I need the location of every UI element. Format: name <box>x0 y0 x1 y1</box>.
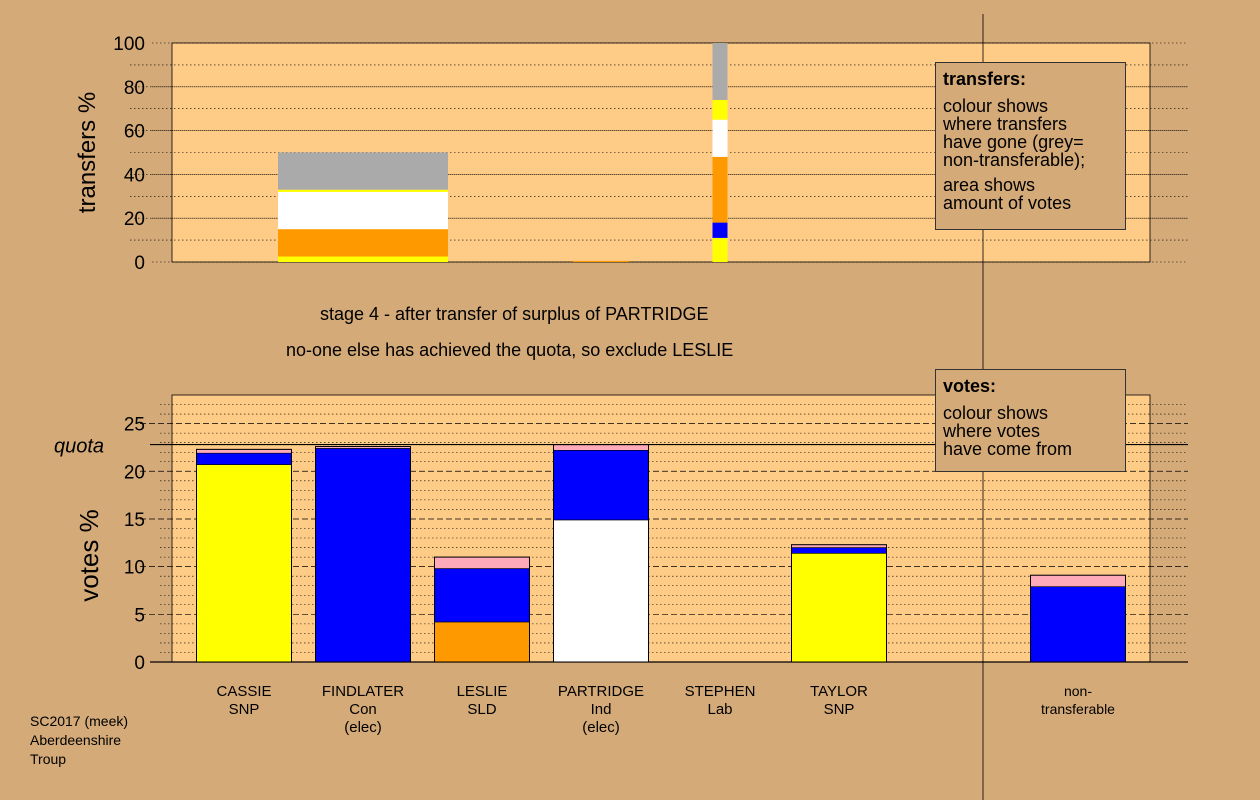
vote-segment <box>1030 586 1126 663</box>
legend-line: have gone (grey= <box>943 132 1084 152</box>
x-category-label: CASSIE <box>216 683 271 700</box>
x-category-label: TAYLOR <box>810 683 868 700</box>
footer-line: Aberdeenshire <box>30 732 122 748</box>
legend-transfers: transfers: colour shows where transfers … <box>935 62 1126 230</box>
vote-segment <box>553 450 649 521</box>
footer-line: Troup <box>30 751 67 767</box>
vote-bar-outline <box>315 445 411 663</box>
x-category-label: FINDLATER <box>322 683 404 700</box>
vote-segment <box>315 448 411 663</box>
vote-segment <box>196 449 292 454</box>
votes-y-tick-label: 15 <box>124 510 145 531</box>
transfer-segment-findlater <box>278 152 448 190</box>
votes-y-tick-label: 10 <box>124 558 145 579</box>
vote-bar-outline <box>1030 574 1126 663</box>
legend-votes: votes: colour shows where votes have com… <box>935 369 1126 472</box>
x-category-label: (elec) <box>344 719 382 736</box>
legend-transfers-body: colour shows where transfers have gone (… <box>943 97 1118 169</box>
transfer-segment-findlater <box>278 191 448 230</box>
x-category-label: STEPHEN <box>685 683 756 700</box>
footer-line: SC2017 (meek) <box>30 713 129 729</box>
transfer-segment-findlater <box>278 189 448 192</box>
vote-segment <box>434 556 530 569</box>
legend-line: where transfers <box>943 114 1068 134</box>
transfers-y-tick-label: 60 <box>124 122 145 143</box>
legend-line: where votes <box>943 421 1041 441</box>
x-category-label: LESLIE <box>457 683 508 700</box>
votes-y-tick-label: 0 <box>134 653 145 674</box>
transfers-y-tick-label: 80 <box>124 78 145 99</box>
legend-line: amount of votes <box>943 193 1072 213</box>
vote-segment <box>791 552 887 663</box>
vote-segment <box>196 452 292 465</box>
transfer-segment-stephen <box>712 43 728 100</box>
vote-segment <box>1030 574 1126 587</box>
vote-bar-outline <box>434 556 530 663</box>
transfers-y-tick-label: 100 <box>113 34 145 55</box>
transfers-y-tick-label: 0 <box>134 253 145 274</box>
legend-transfers-body-2: area shows amount of votes <box>943 176 1118 212</box>
transfers-y-axis-label: transfers % <box>74 92 101 213</box>
legend-votes-body: colour shows where votes have come from <box>943 404 1118 458</box>
legend-line: colour shows <box>943 96 1049 116</box>
x-category-label: Lab <box>707 701 732 718</box>
vote-segment <box>434 568 530 623</box>
votes-y-tick-label: 20 <box>124 462 145 483</box>
transfer-segment-stephen <box>712 237 728 262</box>
x-category-label: SLD <box>467 701 496 718</box>
title-line-2: no-one else has achieved the quota, so e… <box>286 340 734 360</box>
x-category-label: (elec) <box>582 719 620 736</box>
footer: SC2017 (meek) Aberdeenshire Troup <box>30 712 128 769</box>
x-category-label: Ind <box>591 701 612 718</box>
x-category-label: non- <box>1064 683 1092 699</box>
x-category-label: transferable <box>1041 701 1115 717</box>
x-category-label: Con <box>349 701 377 718</box>
legend-transfers-heading: transfers: <box>943 69 1027 89</box>
legend-line: have come from <box>943 439 1073 459</box>
transfers-y-tick-label: 40 <box>124 165 145 186</box>
transfer-segment-stephen <box>712 119 728 157</box>
vote-segment <box>791 547 887 554</box>
votes-y-tick-label: 25 <box>124 415 145 436</box>
legend-line: non-transferable); <box>943 150 1086 170</box>
quota-label: quota <box>54 436 104 458</box>
transfer-segment-partridge <box>573 260 629 262</box>
x-category-label: SNP <box>229 701 260 718</box>
vote-segment <box>434 621 530 663</box>
vote-bar-outline <box>791 544 887 663</box>
legend-line: area shows <box>943 175 1036 195</box>
x-category-label: SNP <box>824 701 855 718</box>
vote-segment <box>553 444 649 451</box>
transfer-segment-findlater <box>278 256 448 262</box>
vote-segment <box>196 464 292 663</box>
transfer-segment-findlater <box>278 229 448 257</box>
votes-y-axis-label: votes % <box>74 509 104 602</box>
votes-y-tick-label: 5 <box>134 605 145 626</box>
transfer-segment-stephen <box>712 156 728 223</box>
transfers-y-tick-label: 20 <box>124 209 145 230</box>
legend-votes-heading: votes: <box>943 376 997 396</box>
transfer-segment-stephen <box>712 222 728 238</box>
title-line-1: stage 4 - after transfer of surplus of P… <box>320 304 709 324</box>
vote-bar-outline <box>196 448 292 663</box>
x-category-label: PARTRIDGE <box>558 683 644 700</box>
vote-segment <box>553 519 649 663</box>
legend-line: colour shows <box>943 403 1049 423</box>
transfer-segment-stephen <box>712 99 728 120</box>
